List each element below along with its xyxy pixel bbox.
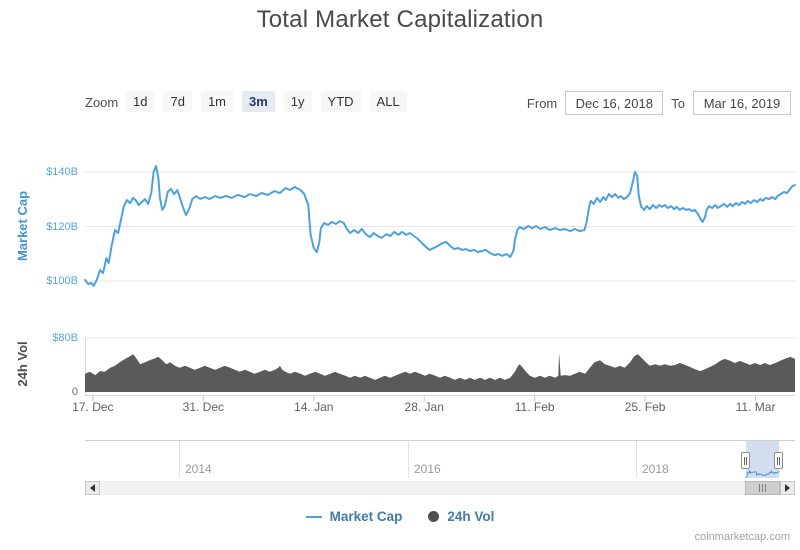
zoom-button-1d[interactable]: 1d: [126, 91, 155, 112]
navigator-gridline: [179, 441, 180, 478]
legend-item-market-cap[interactable]: Market Cap: [305, 509, 403, 524]
arrow-left-icon: [90, 484, 95, 492]
scrollbar-track[interactable]: [85, 481, 795, 495]
arrow-right-icon: [785, 484, 790, 492]
navigator-selected-range[interactable]: [746, 441, 779, 478]
scrollbar-left-arrow[interactable]: [85, 481, 100, 495]
scrollbar-thumb[interactable]: [745, 481, 780, 495]
zoom-button-1y[interactable]: 1y: [283, 91, 312, 112]
navigator-left-handle[interactable]: [741, 452, 750, 469]
navigator-gridline: [408, 441, 409, 478]
watermark: coinmarketcap.com: [694, 531, 790, 543]
y-axis-label-market-cap: $100B: [46, 275, 78, 287]
market-cap-line-series[interactable]: [84, 165, 796, 287]
x-axis-label: 17. Dec: [72, 400, 114, 414]
zoom-label: Zoom: [85, 95, 119, 110]
zoom-button-ytd[interactable]: YTD: [320, 91, 361, 112]
circle-marker-icon: [428, 511, 440, 522]
zoom-button-3m[interactable]: 3m: [242, 91, 275, 112]
navigator-year-label: 2016: [414, 462, 441, 476]
to-label: To: [671, 95, 685, 111]
zoom-button-all[interactable]: ALL: [369, 91, 407, 112]
legend-label: 24h Vol: [447, 509, 495, 524]
grip-icon: [759, 484, 766, 492]
scrollbar-right-arrow[interactable]: [780, 481, 795, 495]
y-axis-label-volume: $80B: [52, 332, 78, 344]
y-axis-label-market-cap: $120B: [46, 220, 78, 233]
legend-label: Market Cap: [329, 509, 403, 524]
range-toolbar: Zoom 1d 7d 1m 3m 1y YTD ALL From To: [85, 91, 791, 115]
zoom-button-7d[interactable]: 7d: [163, 91, 192, 112]
x-axis-label: 28. Jan: [404, 400, 444, 414]
volume-area-series[interactable]: [85, 352, 795, 392]
navigator-series-line: [745, 470, 780, 478]
navigator-year-label: 2014: [185, 462, 212, 476]
from-label: From: [526, 95, 558, 111]
date-range: From To: [527, 91, 791, 115]
navigator-top-border: [85, 440, 795, 441]
line-marker-icon: [305, 515, 322, 518]
x-axis-label: 11. Mar: [735, 400, 776, 414]
yaxis-title-24h-vol: 24h Vol: [15, 341, 30, 387]
from-date-input[interactable]: [565, 91, 664, 115]
zoom-button-1m[interactable]: 1m: [200, 91, 233, 112]
x-axis-label: 14. Jan: [294, 400, 334, 414]
x-axis-label: 25. Feb: [624, 400, 666, 414]
legend-item-24h-vol[interactable]: 24h Vol: [428, 509, 494, 524]
navigator-gridline: [636, 441, 637, 478]
legend: Market Cap 24h Vol: [0, 509, 800, 524]
x-axis-label: 31. Dec: [182, 400, 225, 414]
to-date-input[interactable]: [693, 91, 791, 115]
x-axis-label: 11. Feb: [514, 400, 555, 414]
navigator-right-handle[interactable]: [774, 452, 783, 469]
y-axis-label-volume: 0: [71, 386, 78, 398]
page-title: Total Market Capitalization: [256, 6, 544, 33]
zoom-buttons: 1d 7d 1m 3m 1y YTD ALL: [126, 91, 407, 112]
navigator-year-label: 2018: [642, 462, 669, 476]
y-axis-label-market-cap: $140B: [46, 166, 78, 178]
